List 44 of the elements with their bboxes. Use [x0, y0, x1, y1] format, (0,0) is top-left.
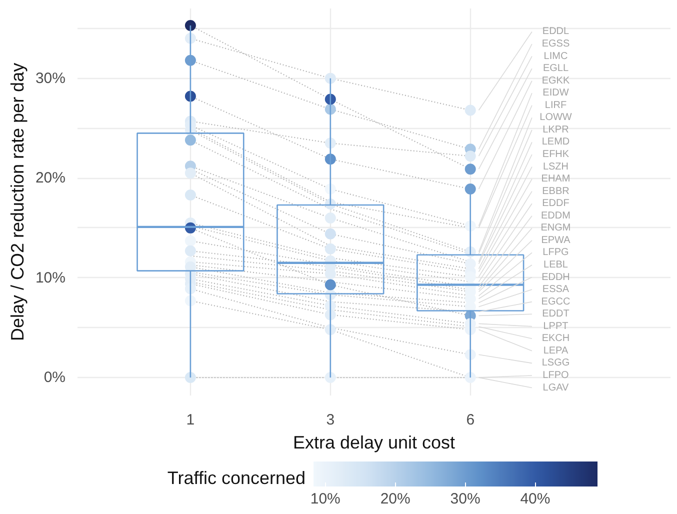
text: EPWA	[541, 234, 571, 246]
text: LPPT	[543, 320, 568, 332]
text: LKPR	[542, 124, 569, 136]
text: LEMD	[542, 136, 570, 148]
text: EGCC	[541, 296, 570, 308]
text: EDDL	[542, 26, 570, 38]
text: EGKK	[542, 75, 570, 86]
text: EBBR	[542, 186, 570, 197]
text: LEPA	[543, 345, 568, 356]
text: LFPG	[542, 247, 570, 258]
text: EDDT	[542, 308, 570, 320]
text: LSGG	[542, 358, 570, 369]
text: EDDF	[542, 198, 570, 210]
text: LIRF	[544, 100, 567, 111]
color-bar-label: 10%	[310, 490, 340, 508]
text: EDDH	[542, 272, 570, 283]
text: LEBL	[544, 259, 568, 270]
y-tick-label: 0%	[44, 369, 66, 386]
text: EDDM	[541, 210, 570, 222]
color-bar-label: 20%	[380, 490, 410, 508]
color-bar-label: 30%	[450, 490, 480, 508]
y-tick-label: 30%	[35, 70, 66, 87]
text: EHAM	[541, 174, 570, 185]
x-tick-label: 1	[186, 412, 195, 428]
text: EFHK	[542, 148, 570, 160]
text: EGSS	[542, 38, 570, 50]
x-tick-label: 6	[466, 412, 475, 428]
color-bar-label: 40%	[520, 490, 550, 508]
text: LGAV	[542, 382, 570, 394]
x-tick-label: 3	[326, 412, 335, 428]
color-bar-title: Traffic concerned	[167, 468, 306, 488]
text: EIDW	[542, 88, 570, 99]
y-tick-label: 20%	[35, 170, 66, 187]
text: LOWW	[540, 112, 572, 124]
y-axis-title: Delay / CO2 reduction rate per day	[7, 62, 28, 342]
text: EGLL	[542, 63, 569, 74]
text: LIMC	[544, 50, 568, 62]
text: LSZH	[542, 161, 569, 172]
x-axis-title: Extra delay unit cost	[292, 432, 456, 452]
text: EKCH	[542, 333, 570, 344]
text: LFPO	[542, 370, 570, 381]
y-tick-label: 10%	[35, 269, 66, 286]
text: ENGM	[540, 222, 571, 234]
text: ESSA	[542, 284, 570, 296]
